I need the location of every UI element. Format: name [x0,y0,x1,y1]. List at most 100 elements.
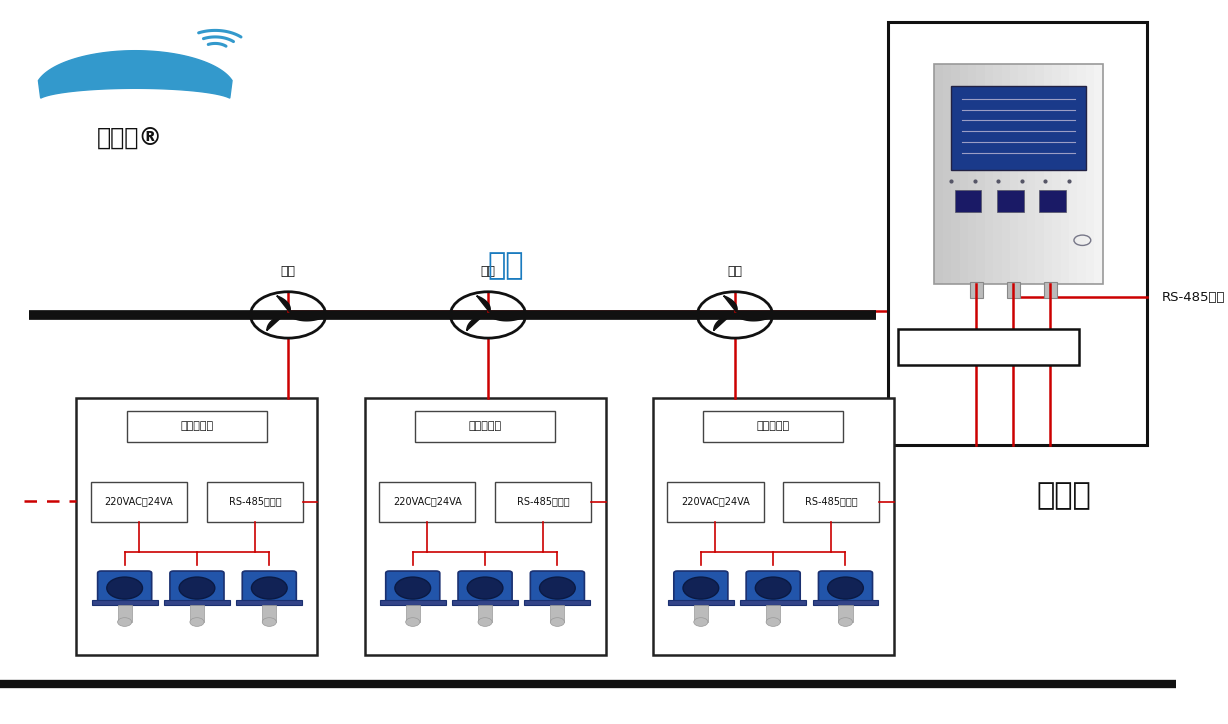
Bar [550,605,565,622]
Text: 中间继电器: 中间继电器 [181,421,214,432]
Bar [1007,282,1020,298]
Bar [952,86,1086,170]
Text: 风机: 风机 [480,265,496,278]
Bar [379,481,475,521]
Bar [118,605,131,622]
Circle shape [467,577,503,599]
Bar [165,600,230,605]
Circle shape [252,577,287,599]
Circle shape [766,618,780,626]
Bar [206,481,303,521]
Text: 风机: 风机 [727,265,743,278]
Bar [365,398,605,655]
Circle shape [263,618,276,626]
Bar [935,64,1103,285]
Text: RS-485转光纤: RS-485转光纤 [228,497,281,507]
Bar [405,605,420,622]
Bar [1077,64,1086,285]
Bar [782,481,879,521]
Bar [667,481,764,521]
Bar [985,64,993,285]
Bar [740,600,806,605]
Bar [92,600,157,605]
Text: 220VAC转24VA: 220VAC转24VA [682,497,749,507]
Text: 中间继电器: 中间继电器 [469,421,501,432]
Text: RS-485转光纤: RS-485转光纤 [804,497,857,507]
Bar [379,600,446,605]
Polygon shape [738,317,768,321]
Bar [1039,190,1066,211]
Bar [839,605,852,622]
Bar [652,398,894,655]
Bar [976,64,985,285]
Circle shape [694,618,707,626]
Bar [190,605,204,622]
Text: RS-485转光纤: RS-485转光纤 [517,497,570,507]
Bar [888,22,1147,445]
Polygon shape [38,51,232,98]
FancyBboxPatch shape [169,571,223,605]
FancyBboxPatch shape [386,571,440,605]
FancyBboxPatch shape [242,571,296,605]
Bar [1061,64,1068,285]
Bar [668,600,734,605]
Bar [935,64,943,285]
Bar [495,481,591,521]
Bar [959,64,968,285]
Bar [954,190,981,211]
Polygon shape [713,316,731,331]
Bar [1094,64,1103,285]
FancyBboxPatch shape [97,571,152,605]
Polygon shape [266,316,284,331]
Circle shape [755,577,791,599]
Bar [1052,64,1061,285]
Bar [694,605,707,622]
FancyBboxPatch shape [818,571,873,605]
Polygon shape [723,296,737,312]
Bar [968,64,976,285]
Circle shape [118,618,131,626]
Circle shape [107,577,142,599]
Text: 220VAC转24VA: 220VAC转24VA [393,497,462,507]
Polygon shape [276,296,290,312]
Polygon shape [476,296,490,312]
Text: 中控室: 中控室 [1036,481,1092,510]
Text: 中间继电器: 中间继电器 [756,421,790,432]
Circle shape [828,577,863,599]
Bar [952,64,959,285]
FancyBboxPatch shape [530,571,585,605]
Polygon shape [467,316,484,331]
Bar [263,605,276,622]
Bar [1002,64,1011,285]
Bar [415,411,555,442]
Circle shape [395,577,431,599]
Polygon shape [491,317,521,321]
Bar [524,600,591,605]
Circle shape [478,618,492,626]
Bar [898,329,1079,365]
Bar [91,481,188,521]
Circle shape [839,618,852,626]
Bar [76,398,318,655]
Circle shape [179,577,215,599]
Bar [813,600,878,605]
Text: 管廊: 管廊 [488,251,524,280]
Text: 安帕尔®: 安帕尔® [96,125,162,150]
Bar [704,411,844,442]
Bar [1011,64,1018,285]
Bar [1035,64,1044,285]
Circle shape [190,618,204,626]
Bar [1068,64,1077,285]
Bar [1044,282,1057,298]
Text: 风机: 风机 [281,265,296,278]
Bar [452,600,518,605]
Circle shape [683,577,718,599]
Bar [943,64,952,285]
FancyBboxPatch shape [458,571,512,605]
FancyBboxPatch shape [747,571,801,605]
Circle shape [539,577,575,599]
Text: 光纤转RS-485: 光纤转RS-485 [952,340,1027,354]
Bar [997,190,1023,211]
FancyBboxPatch shape [674,571,728,605]
Bar [126,411,266,442]
